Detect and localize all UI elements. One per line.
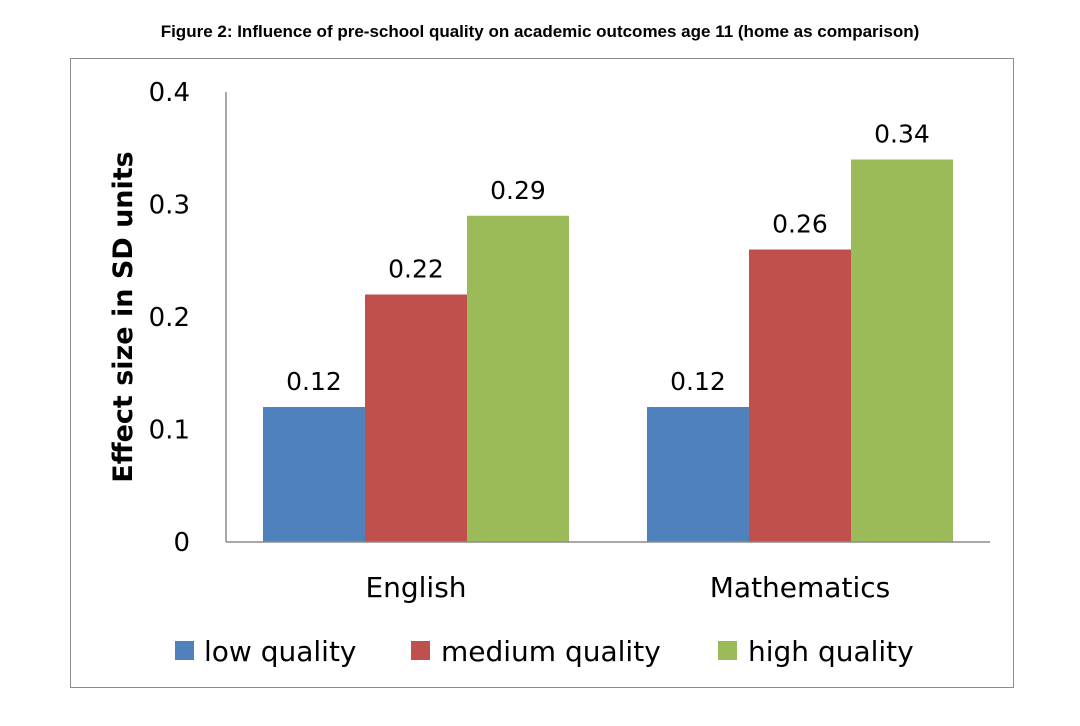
x-axis-categories: English Mathematics [365,571,890,604]
category-label: English [365,571,466,604]
y-axis-title: Effect size in SD units [108,151,139,483]
y-tick-label: 0.4 [149,78,190,108]
bar [467,215,569,542]
category-label: Mathematics [710,571,890,604]
y-axis-ticks: 0 0.1 0.2 0.3 0.4 [149,78,190,558]
legend-label: medium quality [441,635,661,668]
bar [365,294,467,542]
y-tick-label: 0.3 [149,191,190,221]
data-label: 0.22 [388,255,444,284]
bar [851,159,953,542]
chart-title: Figure 2: Influence of pre-school qualit… [160,22,920,41]
data-label: 0.34 [874,120,930,149]
y-tick-label: 0 [173,528,190,558]
bar [749,249,851,542]
legend-label: high quality [748,635,914,668]
bar [263,407,365,542]
legend-swatch [411,641,430,660]
y-tick-label: 0.1 [149,416,190,446]
legend-swatch [718,641,737,660]
y-tick-label: 0.2 [149,303,190,333]
legend-swatch [175,641,194,660]
data-label: 0.26 [772,210,828,239]
bar [647,407,749,542]
data-label: 0.29 [490,176,546,205]
chart-frame [70,58,1014,688]
bars [263,159,953,542]
data-label: 0.12 [670,367,726,396]
data-label: 0.12 [286,367,342,396]
legend: low quality medium quality high quality [175,635,914,668]
data-labels: 0.12 0.22 0.29 0.12 0.26 0.34 [286,120,930,397]
legend-label: low quality [204,635,357,668]
